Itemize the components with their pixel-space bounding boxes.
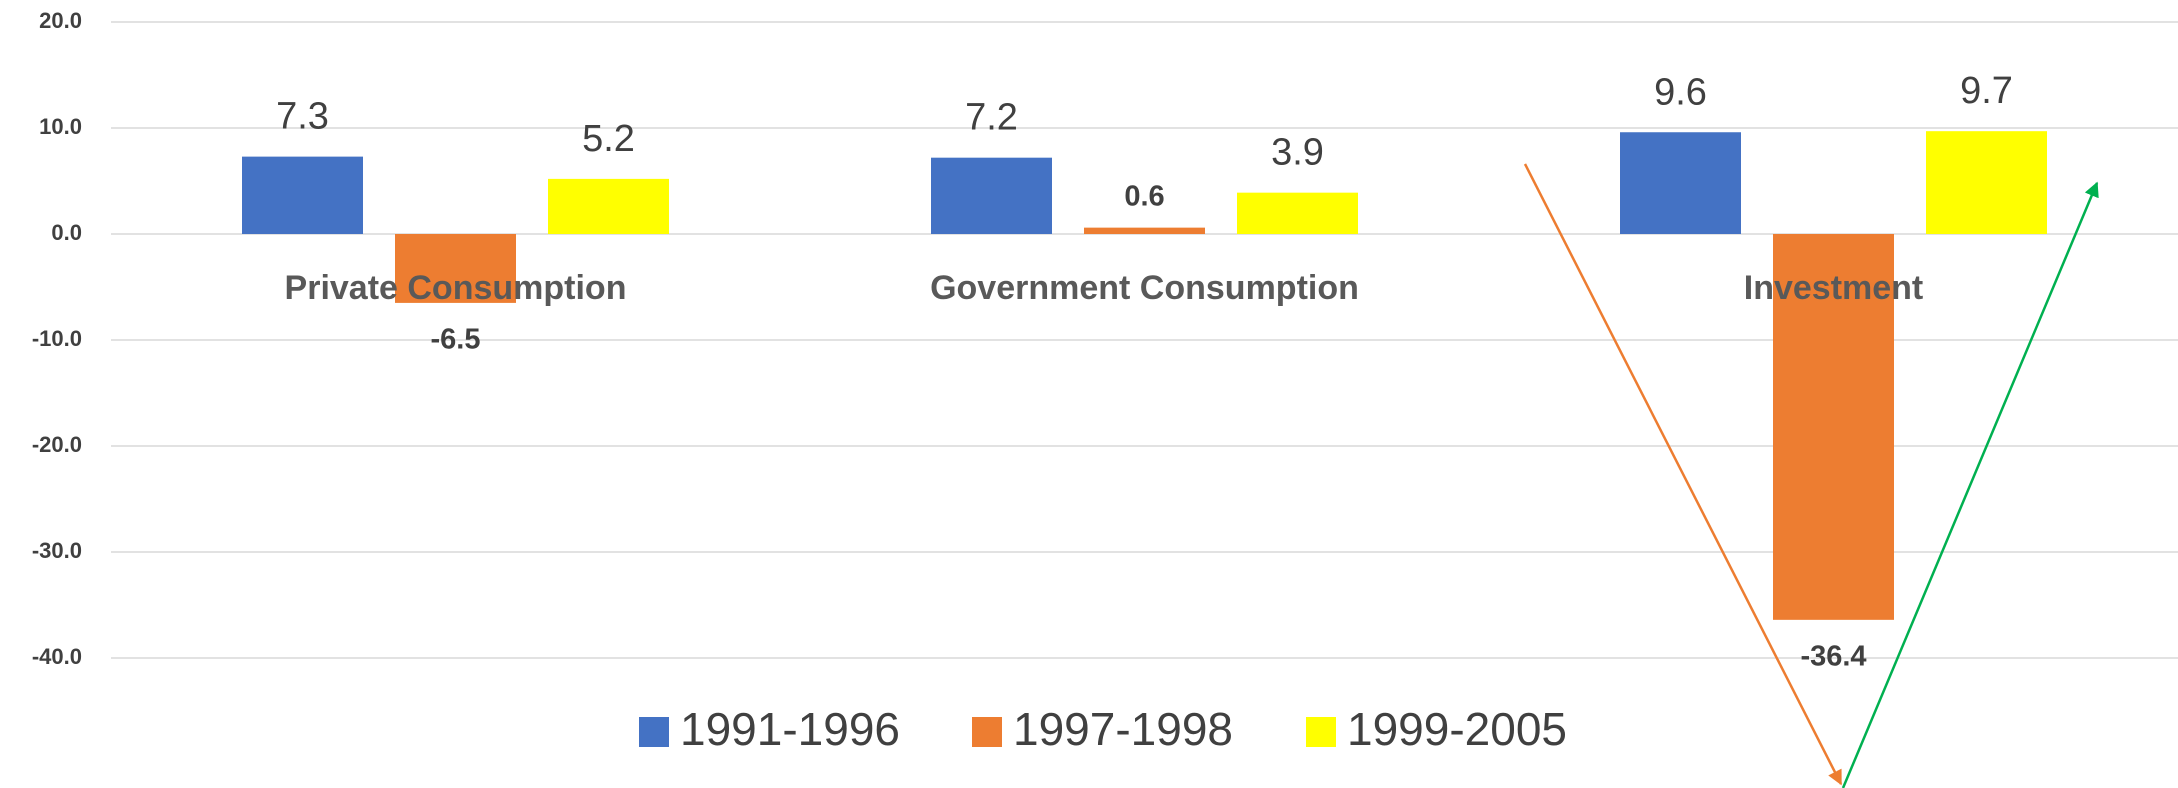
value-label: 0.6	[1124, 180, 1164, 212]
value-label: -36.4	[1800, 640, 1866, 672]
legend-swatch	[972, 717, 1002, 747]
legend-label: 1991-1996	[680, 703, 900, 755]
bar	[548, 178, 669, 234]
bars	[242, 131, 2047, 620]
value-label: 7.2	[965, 97, 1018, 139]
bar	[395, 234, 516, 303]
category-label: Investment	[1744, 269, 1924, 307]
category-label: Government Consumption	[930, 269, 1359, 307]
category-label: Private Consumption	[285, 269, 627, 307]
legend-swatch	[1306, 717, 1336, 747]
legend-label: 1997-1998	[1013, 703, 1233, 755]
legend: 1991-1996 1997-1998 1999-2005	[639, 703, 1567, 755]
value-label: 9.7	[1960, 70, 2013, 112]
y-tick-label: 10.0	[39, 114, 82, 139]
legend-label: 1999-2005	[1347, 703, 1567, 755]
bar	[1620, 132, 1741, 234]
labels: 7.3 -6.5 5.2 Private Consumption 7.2 0.6 3.9 Go…	[276, 70, 2013, 672]
bar	[1773, 234, 1894, 620]
y-tick-label: -20.0	[32, 432, 82, 457]
arrow-up	[1841, 181, 2099, 788]
value-label: 3.9	[1271, 132, 1324, 174]
value-label: 5.2	[582, 118, 635, 160]
value-label: 7.3	[276, 96, 329, 138]
y-tick-label: -10.0	[32, 326, 82, 351]
y-tick-label: 0.0	[51, 220, 82, 245]
arrow-down	[1523, 163, 1843, 786]
y-tick-label: 20.0	[39, 8, 82, 33]
bar	[1926, 131, 2047, 234]
value-label: -6.5	[431, 324, 481, 356]
bar	[931, 157, 1052, 234]
value-label: 9.6	[1654, 71, 1707, 113]
legend-swatch	[639, 717, 669, 747]
y-tick-label: -40.0	[32, 644, 82, 669]
grid: -40.0 -30.0 -20.0 -10.0 0.0 10.0 20.0	[32, 8, 2178, 669]
y-tick-label: -30.0	[32, 538, 82, 563]
bar	[242, 156, 363, 234]
bar	[1084, 227, 1205, 234]
bar	[1237, 192, 1358, 234]
